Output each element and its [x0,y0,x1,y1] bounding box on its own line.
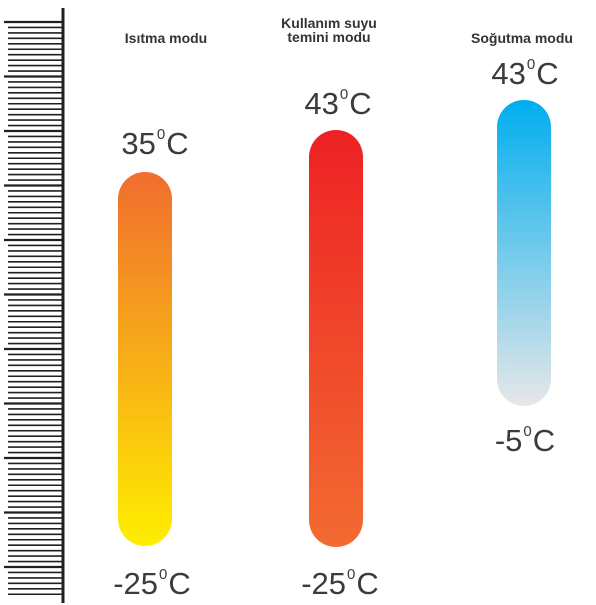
hot-water-mode-title: Kullanım suyu temini modu [256,16,402,44]
cooling-mode-title-line1: Soğutma modu [471,30,573,46]
heating-mode-title: Isıtma modu [96,31,236,45]
cooling-max-temp: 430C [491,56,559,91]
hot-water-min-temp: -250C [301,566,379,601]
cooling-min-temp: -50C [494,423,556,458]
temperature-scale-ruler [4,8,65,603]
hot-water-max-temp: 430C [304,86,372,121]
hot-water-temp-bar [309,130,363,547]
heating-mode-title-line1: Isıtma modu [124,30,208,46]
heating-max-temp: 350C [121,126,189,161]
hot-water-mode-title-line1: Kullanım suyu [281,15,377,31]
cooling-temp-bar [497,100,551,406]
heating-temp-bar [118,172,172,546]
cooling-mode-title: Soğutma modu [448,31,596,45]
hot-water-mode-title-line2: temini modu [287,29,371,45]
heating-min-temp: -250C [113,566,191,601]
